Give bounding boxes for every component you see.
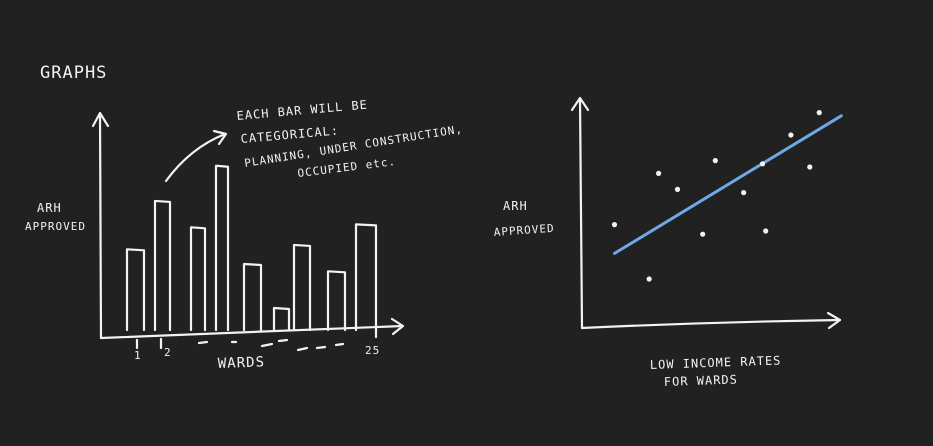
trend-line	[613, 114, 843, 255]
scatter-point	[807, 164, 813, 170]
scatter-x-label-line1: LOW INCOME RATES	[650, 353, 782, 372]
bar-y-axis	[98, 112, 103, 340]
scatter-point	[611, 222, 618, 228]
scatter-point	[816, 110, 822, 116]
bar	[326, 270, 347, 332]
bar-y-label-line1: ARH	[37, 201, 62, 215]
bar	[272, 306, 291, 332]
scatter-point	[763, 228, 769, 234]
bar	[292, 243, 312, 332]
bar-x-axis	[99, 324, 404, 340]
bar-tick-label-25: 25	[365, 344, 380, 357]
bar	[354, 223, 378, 332]
bar-tick-dash	[260, 342, 274, 348]
scatter-point	[741, 190, 747, 196]
scatter-point	[712, 158, 718, 164]
bar-y-axis-arrowhead	[91, 111, 110, 128]
page-title: GRAPHS	[40, 63, 107, 83]
scatter-y-label-line1: ARH	[503, 199, 528, 213]
bar	[125, 248, 146, 332]
scatter-y-label-line2: APPROVED	[493, 222, 555, 239]
bar	[189, 226, 207, 332]
scatter-point	[656, 170, 662, 176]
bar	[242, 262, 263, 332]
scatter-point	[700, 231, 706, 237]
scatter-points	[611, 110, 822, 282]
annotation-arrowhead	[212, 129, 228, 146]
bar-tick-dash	[315, 345, 327, 350]
scatter-point	[674, 186, 681, 192]
scatter-chart: ARH APPROVED LOW INCOME RATES FOR WARDS	[493, 96, 843, 389]
bar-chart: 1 2 25 ARH APPROVED WARDS EACH BAR WILL …	[25, 98, 464, 372]
bar-x-axis-arrowhead	[390, 317, 405, 336]
scatter-point	[646, 276, 652, 282]
scatter-x-axis-arrowhead	[826, 311, 842, 330]
bar-tick-label-1: 1	[134, 349, 142, 362]
annotation-arrow	[164, 132, 227, 183]
bar	[153, 199, 172, 332]
bar-y-label-line2: APPROVED	[25, 220, 86, 233]
bar-series	[125, 164, 378, 332]
trend-line-group	[613, 114, 843, 255]
annotation-line-1: EACH BAR WILL BE	[236, 98, 368, 123]
scatter-y-axis	[578, 97, 584, 330]
scatter-point	[759, 161, 766, 167]
scatter-x-label-line2: FOR WARDS	[664, 372, 738, 389]
scatter-point	[788, 132, 794, 138]
scatter-x-axis	[580, 318, 842, 330]
bar-tick-dash	[197, 340, 209, 345]
bar-tick-dash	[296, 346, 309, 352]
bar-x-label: WARDS	[218, 354, 266, 372]
bar-tick-dash	[277, 338, 289, 343]
bar	[214, 164, 230, 332]
bar-tick-label-2: 2	[164, 346, 172, 359]
annotation-line-2: CATEGORICAL:	[240, 123, 340, 146]
scatter-y-axis-arrowhead	[570, 96, 590, 112]
bar-tick-dash	[334, 342, 345, 347]
